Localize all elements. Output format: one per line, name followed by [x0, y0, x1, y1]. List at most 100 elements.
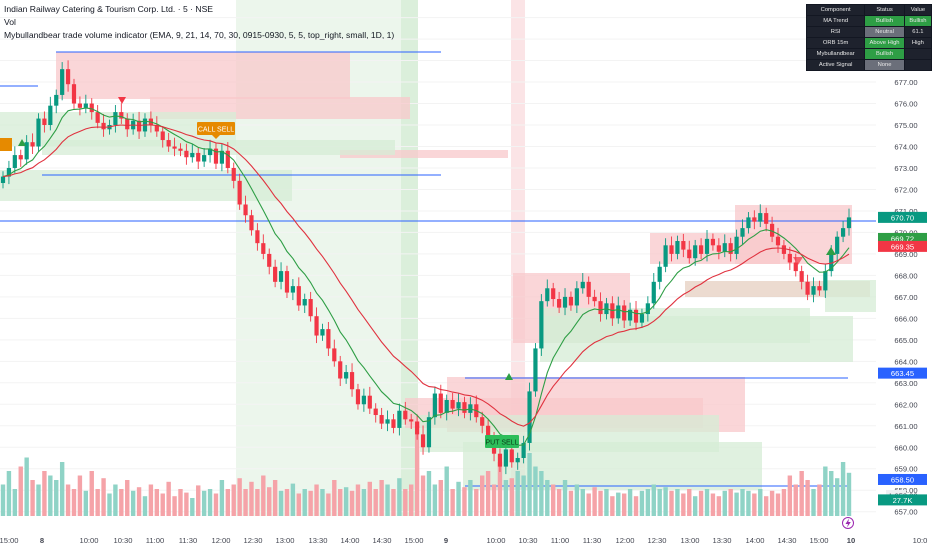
candle-body — [693, 245, 698, 259]
volume-bar — [468, 480, 473, 516]
symbol-title[interactable]: Indian Railway Catering & Tourism Corp. … — [4, 4, 214, 14]
price-tag-bg — [878, 473, 927, 485]
volume-bar — [775, 493, 781, 516]
y-tick-label: 674.00 — [894, 142, 917, 151]
candle-body — [54, 94, 59, 106]
candle-body — [237, 180, 242, 205]
volume-label[interactable]: Vol — [4, 17, 16, 27]
price-tag-text: 27.7K — [893, 496, 913, 505]
candle-body — [698, 245, 704, 254]
candle-body — [101, 122, 106, 130]
candle-body — [509, 449, 514, 463]
candle-body — [521, 442, 526, 458]
volume-bar — [231, 484, 236, 516]
x-tick-label: 13:00 — [275, 536, 294, 545]
volume-bar — [409, 484, 414, 516]
candle-body — [799, 271, 804, 282]
candle-body — [160, 131, 165, 141]
candle-body — [302, 299, 307, 306]
volume-bar — [148, 484, 154, 516]
volume-bar — [314, 484, 319, 516]
volume-bar — [586, 493, 591, 516]
volume-bar — [113, 484, 118, 516]
volume-bar — [190, 498, 195, 516]
volume-bar — [704, 489, 710, 516]
volume-bar — [83, 490, 89, 516]
volume-bar — [639, 490, 645, 516]
col-status: Status — [864, 4, 905, 16]
volume-bar — [136, 487, 142, 516]
candle-body — [89, 103, 94, 113]
x-tick-label: 10:30 — [518, 536, 537, 545]
candle-body — [391, 419, 396, 428]
candle-body — [817, 286, 822, 291]
volume-bar — [308, 490, 313, 516]
volume-bar — [332, 480, 337, 516]
volume-bar — [379, 480, 384, 516]
x-tick-label: 13:30 — [308, 536, 327, 545]
volume-bar — [361, 489, 367, 516]
candle-body — [633, 309, 639, 323]
candle-body — [616, 305, 621, 319]
status-table: Component Status Value MA Trend Bullish … — [805, 4, 932, 71]
volume-bar — [420, 475, 426, 516]
volume-bar — [509, 478, 514, 516]
candle-body — [793, 262, 798, 272]
candle-body — [787, 253, 792, 263]
indicator-label[interactable]: Mybullandbear trade volume indicator (EM… — [4, 30, 395, 40]
x-tick-label: 14:00 — [745, 536, 764, 545]
candle-body — [284, 271, 290, 293]
row-status: Neutral — [864, 26, 905, 38]
volume-bar — [6, 471, 12, 516]
volume-bar — [817, 484, 822, 516]
candle-body — [385, 419, 390, 424]
row-status: None — [864, 59, 905, 71]
volume-bar — [562, 480, 568, 516]
price-tag-bg — [878, 494, 927, 506]
candle-body — [586, 281, 591, 297]
candle-body — [486, 425, 491, 441]
volume-bar — [539, 471, 544, 516]
volume-bar — [213, 493, 219, 516]
candle-body — [166, 140, 171, 147]
price-zone — [540, 316, 853, 362]
candle-body — [225, 150, 230, 168]
volume-bar — [355, 484, 361, 516]
volume-bar — [326, 493, 331, 516]
candle-body — [243, 204, 248, 216]
candle-body — [95, 112, 100, 123]
price-tag: 658.50 — [878, 473, 927, 485]
candle-body — [349, 372, 355, 390]
status-row: ORB 15m Above High High — [805, 37, 932, 49]
candle-body — [125, 118, 130, 130]
candle-body — [628, 309, 633, 321]
candle-body — [231, 167, 236, 181]
volume-bar — [545, 480, 550, 516]
volume-bar — [290, 483, 296, 516]
candle-body — [775, 236, 781, 246]
candle-body — [728, 243, 733, 254]
volume-bar — [710, 493, 716, 516]
candle-body — [338, 361, 343, 379]
y-tick-label: 662.00 — [894, 400, 917, 409]
x-tick-label: 15:00 — [0, 536, 19, 545]
volume-bar — [225, 489, 231, 516]
volume-bar — [746, 490, 751, 516]
candle-body — [71, 84, 77, 104]
candle-body — [752, 217, 757, 222]
row-component: Active Signal — [805, 59, 866, 71]
volume-bar — [54, 480, 59, 516]
volume-bar — [752, 493, 757, 516]
candle-body — [136, 120, 142, 132]
volume-bar — [556, 489, 562, 516]
y-tick-label: 663.00 — [894, 379, 917, 388]
call-sell-pointer — [212, 135, 220, 139]
volume-bar — [12, 489, 18, 516]
volume-bar — [391, 489, 396, 516]
sell-marker — [793, 257, 803, 265]
volume-bar — [196, 485, 201, 516]
candle-body — [710, 238, 716, 246]
y-tick-label: 665.00 — [894, 336, 917, 345]
